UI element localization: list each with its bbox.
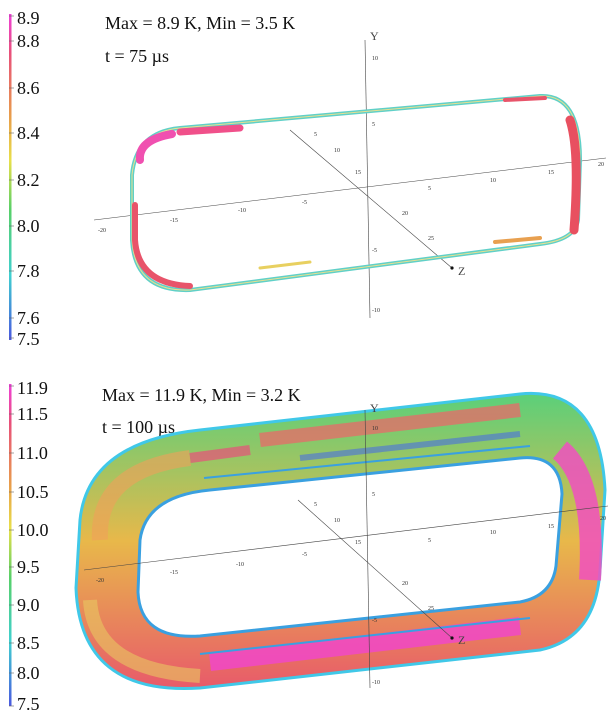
svg-text:10: 10 [490, 178, 496, 184]
svg-text:10: 10 [490, 530, 496, 536]
cb-label-3: 10.5 [17, 482, 49, 502]
svg-text:5: 5 [372, 122, 375, 128]
svg-text:20: 20 [402, 211, 408, 217]
colorbar [9, 14, 12, 340]
cb-label-6: 7.8 [17, 261, 40, 281]
y-axis-label: Y [370, 29, 379, 43]
panel-t75: 8.9 8.8 8.6 8.4 8.2 8.0 7.8 7.6 7.5 Max … [0, 0, 611, 350]
svg-text:5: 5 [314, 502, 317, 508]
cb-label-2: 11.0 [17, 443, 48, 463]
svg-text:-10: -10 [372, 680, 380, 686]
y-axis-label: Y [370, 401, 379, 415]
cb-label-1: 8.8 [17, 31, 40, 51]
svg-text:-5: -5 [372, 618, 377, 624]
colorbar-ticks [9, 15, 14, 339]
svg-text:-5: -5 [302, 200, 307, 206]
time-text: t = 75 µs [105, 46, 169, 66]
svg-text:-20: -20 [96, 578, 104, 584]
z-axis-label: Z [458, 264, 465, 278]
z-axis-label: Z [458, 633, 465, 647]
svg-text:5: 5 [314, 132, 317, 138]
stats-text: Max = 11.9 K, Min = 3.2 K [102, 385, 301, 405]
cb-label-2: 8.6 [17, 78, 40, 98]
panel-t100-figure: 11.9 11.5 11.0 10.5 10.0 9.5 9.0 8.5 8.0… [9, 378, 609, 714]
svg-text:20: 20 [600, 516, 606, 522]
cb-label-8: 8.0 [17, 663, 40, 683]
svg-text:5: 5 [428, 538, 431, 544]
svg-text:15: 15 [355, 540, 361, 546]
colorbar-ticks [9, 385, 14, 707]
cb-label-9: 7.5 [17, 694, 40, 713]
cb-label-3: 8.4 [17, 123, 40, 143]
axis-ticks: -20 -15 -10 -5 5 10 15 20 10 5 -5 -10 5 … [96, 426, 606, 686]
cb-label-8: 7.5 [17, 329, 40, 349]
svg-text:-10: -10 [236, 562, 244, 568]
axes [93, 39, 607, 319]
svg-text:10: 10 [372, 56, 378, 62]
svg-text:10: 10 [334, 148, 340, 154]
stats-text: Max = 8.9 K, Min = 3.5 K [105, 13, 295, 33]
cb-label-0: 11.9 [17, 378, 48, 398]
cb-label-1: 11.5 [17, 404, 48, 424]
svg-text:-5: -5 [372, 248, 377, 254]
z-axis-marker [450, 636, 454, 640]
svg-text:15: 15 [548, 524, 554, 530]
cb-label-5: 8.0 [17, 216, 40, 236]
svg-text:-5: -5 [302, 552, 307, 558]
axis-ticks: -20 -15 -10 -5 5 10 15 20 10 5 -5 -10 5 … [98, 56, 604, 314]
svg-text:5: 5 [372, 492, 375, 498]
svg-text:5: 5 [428, 186, 431, 192]
cb-label-6: 9.0 [17, 595, 40, 615]
heat-ring [130, 93, 583, 293]
svg-text:20: 20 [598, 162, 604, 168]
axes [83, 409, 609, 689]
svg-text:15: 15 [548, 170, 554, 176]
cb-label-7: 7.6 [17, 308, 40, 328]
time-text: t = 100 µs [102, 417, 175, 437]
panel-t100: 11.9 11.5 11.0 10.5 10.0 9.5 9.0 8.5 8.0… [0, 370, 611, 714]
cb-label-0: 8.9 [17, 8, 40, 28]
svg-text:-10: -10 [238, 208, 246, 214]
svg-text:20: 20 [402, 581, 408, 587]
cb-label-7: 8.5 [17, 633, 40, 653]
svg-text:25: 25 [428, 606, 434, 612]
svg-text:-15: -15 [170, 570, 178, 576]
cb-label-5: 9.5 [17, 557, 40, 577]
svg-text:10: 10 [334, 518, 340, 524]
svg-text:-15: -15 [170, 218, 178, 224]
z-axis-marker [450, 266, 454, 270]
panel-t75-figure: 8.9 8.8 8.6 8.4 8.2 8.0 7.8 7.6 7.5 Max … [9, 8, 607, 349]
cb-label-4: 10.0 [17, 520, 49, 540]
svg-text:-20: -20 [98, 228, 106, 234]
svg-text:-10: -10 [372, 308, 380, 314]
heat-ring [74, 391, 607, 691]
svg-text:10: 10 [372, 426, 378, 432]
colorbar [9, 384, 12, 706]
svg-text:25: 25 [428, 236, 434, 242]
svg-text:15: 15 [355, 170, 361, 176]
cb-label-4: 8.2 [17, 170, 40, 190]
